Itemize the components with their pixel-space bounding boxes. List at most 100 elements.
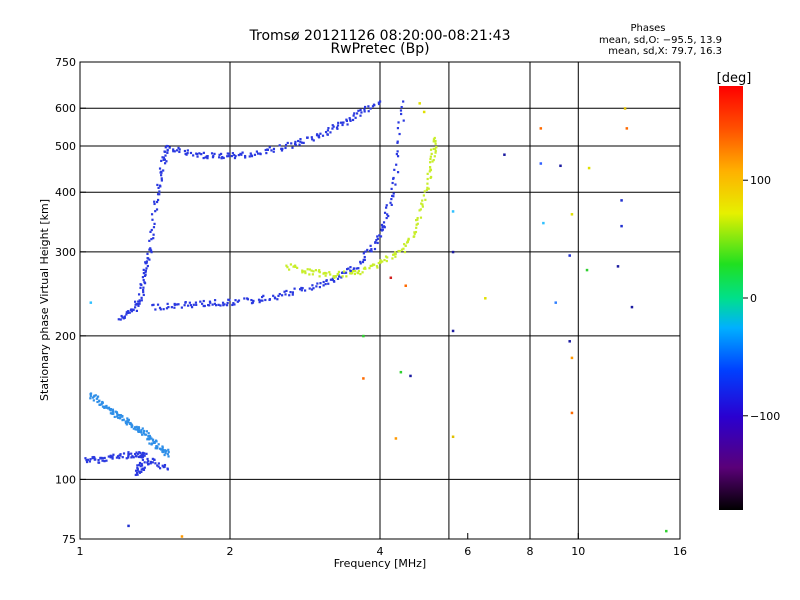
data-point [334, 275, 338, 278]
data-point [166, 144, 169, 148]
data-point [115, 456, 119, 459]
data-point [138, 463, 141, 467]
data-point [130, 310, 134, 313]
data-point [153, 200, 156, 203]
data-point [432, 147, 435, 151]
data-point [406, 239, 410, 242]
data-point [280, 149, 284, 152]
data-point [368, 267, 371, 270]
data-point [433, 155, 436, 158]
data-point [351, 271, 354, 274]
data-point [141, 433, 144, 436]
data-point [409, 374, 412, 378]
data-point [377, 101, 380, 104]
data-point [361, 271, 364, 274]
data-point [300, 141, 304, 144]
data-point [147, 460, 150, 463]
data-point [380, 223, 384, 227]
y-tick-label: 75 [62, 533, 76, 546]
data-point [156, 464, 159, 467]
data-point [284, 293, 287, 296]
data-point [152, 226, 156, 229]
data-point [218, 153, 221, 156]
data-point [155, 200, 159, 204]
data-point [147, 432, 150, 435]
data-point [93, 394, 96, 397]
data-point [585, 268, 589, 272]
data-point [89, 397, 92, 400]
data-point [391, 257, 394, 260]
data-point [202, 304, 205, 308]
data-point [166, 453, 169, 456]
data-point [403, 243, 406, 246]
data-point [308, 273, 311, 276]
data-point [415, 223, 418, 226]
data-point [361, 260, 365, 264]
data-point [369, 264, 372, 268]
data-point [148, 434, 151, 438]
data-point [280, 294, 284, 297]
data-point [277, 294, 280, 297]
data-point [304, 270, 307, 273]
data-point [378, 234, 381, 237]
data-point [434, 151, 437, 154]
data-point [421, 199, 424, 202]
data-point [396, 171, 400, 174]
data-point [163, 453, 166, 457]
data-point [138, 451, 141, 454]
data-point [161, 448, 164, 451]
data-point [356, 272, 360, 275]
data-point [134, 455, 138, 458]
data-point [194, 301, 198, 304]
data-point [112, 410, 115, 413]
y-tick-label: 600 [55, 102, 76, 115]
data-point [426, 182, 429, 185]
data-point [136, 469, 139, 472]
data-point [345, 118, 348, 121]
data-point [340, 276, 343, 279]
data-point [395, 153, 398, 156]
data-point [252, 299, 255, 303]
data-point [292, 265, 295, 268]
data-point [157, 186, 160, 190]
data-point [202, 151, 205, 154]
data-point [232, 302, 235, 305]
data-point [367, 105, 370, 108]
data-point [143, 433, 146, 436]
data-point [231, 152, 234, 155]
data-point [353, 272, 356, 276]
data-point [185, 153, 188, 156]
data-point [133, 300, 137, 303]
data-point [96, 395, 100, 398]
data-point [142, 268, 145, 271]
data-point [175, 303, 178, 306]
data-point [432, 138, 436, 141]
data-point [291, 291, 294, 294]
data-point [280, 148, 284, 151]
data-point [150, 442, 154, 445]
data-point [165, 307, 169, 310]
data-point [219, 152, 223, 155]
data-point [354, 116, 357, 119]
data-point [143, 429, 146, 433]
data-point [144, 433, 148, 436]
data-point [363, 108, 366, 111]
data-point [413, 235, 416, 238]
data-point [139, 286, 142, 289]
data-point [539, 162, 543, 165]
data-point [177, 303, 180, 306]
data-point [420, 202, 423, 205]
data-point [379, 261, 382, 264]
data-point [375, 239, 378, 242]
data-point [192, 303, 195, 306]
data-point [98, 403, 102, 406]
data-point [381, 260, 384, 263]
data-point [116, 415, 119, 418]
data-point [146, 457, 149, 461]
data-point [162, 169, 165, 172]
data-point [427, 187, 430, 190]
data-point [89, 394, 92, 398]
data-point [353, 112, 356, 115]
data-point [94, 458, 97, 461]
data-point [426, 177, 429, 181]
